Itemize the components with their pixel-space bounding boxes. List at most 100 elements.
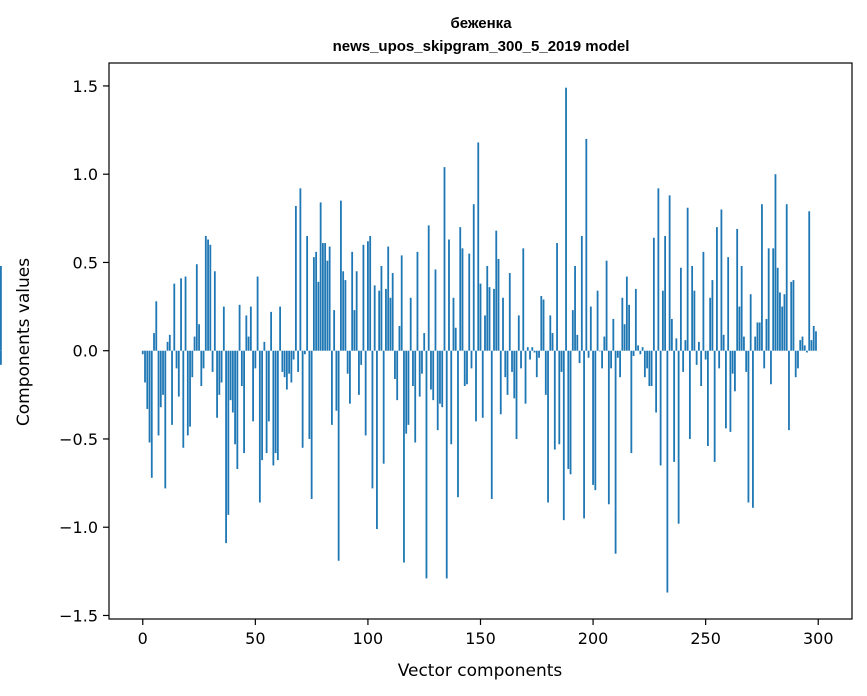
bar-250: [704, 350, 707, 360]
bar-227: [652, 237, 655, 351]
bar-192: [574, 265, 576, 351]
bar-64: [285, 350, 288, 390]
bar-62: [281, 350, 284, 372]
bar-176: [538, 350, 540, 358]
bar-6: [155, 301, 158, 351]
bar-179: [544, 350, 547, 395]
bar-225: [648, 350, 651, 387]
bar-41: [234, 350, 236, 445]
bar-89: [342, 271, 345, 351]
bar-93: [351, 251, 354, 351]
bar-172: [529, 350, 531, 360]
bar-160: [502, 297, 504, 351]
bar-20: [186, 350, 189, 436]
bar-219: [634, 288, 637, 351]
bar-198: [587, 350, 590, 358]
bar-233: [666, 350, 669, 593]
bar-199: [589, 306, 592, 351]
bar-174: [533, 350, 536, 353]
bar-51: [256, 276, 259, 351]
bar-28: [204, 235, 207, 351]
bar-40: [231, 350, 234, 413]
bar-296: [808, 211, 811, 351]
bar-236: [673, 350, 676, 462]
bar-237: [675, 338, 678, 351]
bar-168: [520, 350, 522, 369]
bar-294: [803, 345, 806, 351]
bar-124: [421, 350, 423, 374]
x-tick-label: 200: [578, 629, 609, 648]
bar-156: [493, 288, 495, 351]
bar-285: [783, 294, 786, 351]
bar-241: [684, 340, 687, 351]
bar-112: [394, 350, 396, 379]
chart-subtitle: news_upos_skipgram_300_5_2019 model: [333, 38, 630, 55]
bar-286: [785, 204, 788, 351]
bar-226: [650, 350, 653, 387]
bar-204: [601, 350, 603, 369]
bar-108: [385, 288, 387, 351]
bar-213: [621, 297, 624, 351]
bar-72: [303, 350, 306, 355]
bar-115: [400, 255, 403, 351]
bar-222: [641, 347, 644, 351]
bar-104: [376, 350, 378, 529]
y-axis-ticks: −1.5 −1.0 −0.5 0.0 0.5 1.0 1.5: [59, 77, 109, 625]
bar-259: [725, 350, 727, 429]
bar-290: [794, 350, 797, 378]
bar-170: [524, 350, 527, 404]
bar-54: [263, 341, 266, 351]
y-axis-label: Components values: [14, 258, 34, 426]
y-tick-label: 0.5: [73, 253, 98, 272]
bar-69: [297, 350, 300, 372]
bar-217: [630, 350, 633, 454]
bar-91: [346, 350, 349, 374]
bar-47: [247, 336, 250, 351]
bar-216: [628, 304, 630, 351]
bar-245: [693, 290, 696, 351]
bar-267: [743, 336, 745, 351]
bar-140: [457, 350, 459, 498]
bar-277: [765, 318, 768, 351]
bar-190: [569, 350, 572, 475]
bar-130: [434, 269, 437, 351]
bar-95: [355, 271, 358, 351]
bar-284: [781, 306, 784, 351]
bar-200: [592, 350, 594, 485]
bar-292: [799, 340, 802, 351]
bar-149: [477, 142, 480, 351]
bar-211: [616, 350, 619, 358]
bar-106: [380, 265, 383, 351]
bar-253: [711, 280, 714, 351]
bar-44: [240, 350, 243, 387]
bar-256: [718, 350, 721, 369]
bar-194: [578, 350, 581, 364]
bar-147: [472, 204, 475, 351]
y-tick-label: −0.5: [59, 430, 98, 449]
bar-154: [488, 287, 491, 351]
bar-202: [596, 290, 599, 351]
bar-19: [184, 276, 187, 351]
bar-287: [788, 350, 790, 431]
bar-221: [639, 350, 642, 355]
bar-184: [556, 243, 558, 351]
bar-55: [265, 350, 268, 454]
bar-98: [362, 244, 365, 351]
bar-234: [668, 195, 671, 351]
bar-undefined: [0, 350, 2, 365]
bar-119: [409, 297, 412, 351]
bar-57: [270, 311, 273, 351]
bar-81: [324, 243, 327, 351]
bar-223: [643, 350, 646, 378]
bar-266: [740, 265, 743, 351]
bar-22: [191, 350, 194, 378]
bar-45: [243, 350, 245, 454]
bar-103: [373, 285, 376, 351]
bar-180: [547, 350, 549, 503]
bar-280: [772, 248, 775, 351]
bar-257: [720, 209, 723, 351]
bar-242: [686, 207, 689, 351]
x-tick-label: 150: [465, 629, 496, 648]
bar-263: [734, 350, 736, 392]
bar-30: [209, 244, 212, 351]
